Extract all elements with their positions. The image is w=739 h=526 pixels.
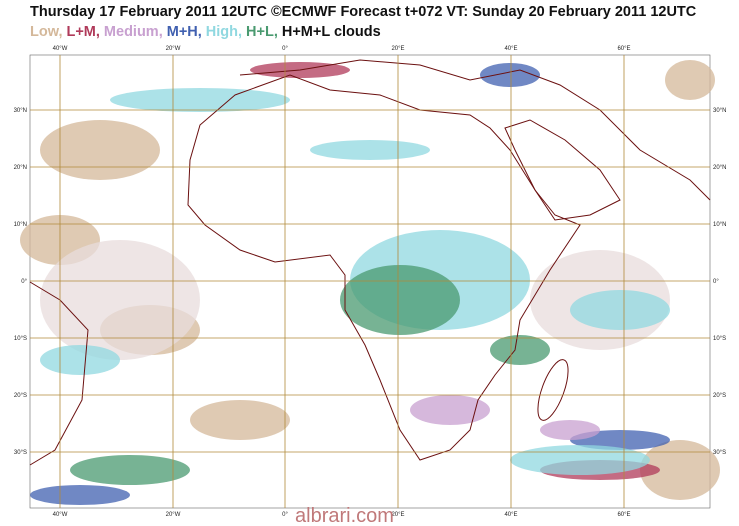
cloud xyxy=(70,455,190,485)
lon-label: 60°E xyxy=(617,46,630,52)
cloud xyxy=(480,63,540,87)
cloud xyxy=(310,140,430,160)
cloud xyxy=(510,445,650,475)
lat-label: 20°S xyxy=(713,393,726,399)
cloud xyxy=(40,120,160,180)
cloud xyxy=(30,485,130,505)
watermark: albrari.com xyxy=(295,505,394,526)
lat-label: 30°N xyxy=(713,108,726,114)
graticule: 40°W 40°W 20°W 20°W 0° 0° 20°E 20°E 40°E 40°E 60°E… xyxy=(14,46,727,518)
legend-item: H+M+L clouds xyxy=(281,24,381,40)
legend-item: H+L, xyxy=(246,24,278,40)
lon-label: 40°W xyxy=(53,512,68,518)
legend-item: Medium, xyxy=(103,24,163,40)
cloud xyxy=(640,440,720,500)
legend: Low, L+M, Medium, M+H, High, H+L, H+M+L clouds xyxy=(30,24,385,40)
cloud xyxy=(570,290,670,330)
lat-label: 30°S xyxy=(14,450,27,456)
lon-label: 40°E xyxy=(504,46,517,52)
lat-label: 20°N xyxy=(14,165,27,171)
lat-label: 20°S xyxy=(14,393,27,399)
legend-item: L+M, xyxy=(66,24,100,40)
lat-label: 0° xyxy=(713,279,719,285)
cloud xyxy=(490,335,550,365)
lat-label: 10°S xyxy=(14,336,27,342)
lon-label: 20°E xyxy=(391,512,404,518)
cloud xyxy=(190,400,290,440)
legend-item: Low, xyxy=(30,24,63,40)
lat-label: 10°N xyxy=(713,222,726,228)
cloud xyxy=(110,88,290,112)
coastlines xyxy=(29,59,711,466)
lon-label: 40°W xyxy=(53,46,68,52)
cloud xyxy=(540,420,600,440)
lon-label: 20°W xyxy=(166,512,181,518)
cloud xyxy=(40,345,120,375)
legend-item: M+H, xyxy=(166,24,202,40)
lon-label: 0° xyxy=(282,46,288,52)
lon-label: 20°E xyxy=(391,46,404,52)
lon-label: 20°W xyxy=(166,46,181,52)
lat-label: 20°N xyxy=(713,165,726,171)
cloud xyxy=(40,240,200,360)
lat-label: 10°S xyxy=(713,336,726,342)
lat-label: 30°S xyxy=(713,450,726,456)
cloud xyxy=(665,60,715,100)
legend-item: High, xyxy=(205,24,243,40)
lon-label: 0° xyxy=(282,512,288,518)
lon-label: 60°E xyxy=(617,512,630,518)
cloud xyxy=(340,265,460,335)
lat-label: 0° xyxy=(21,279,27,285)
clouds xyxy=(20,60,720,505)
lon-label: 40°E xyxy=(504,512,517,518)
lat-label: 30°N xyxy=(14,108,27,114)
cloud xyxy=(410,395,490,425)
lat-label: 10°N xyxy=(14,222,27,228)
title: Thursday 17 February 2011 12UTC ©ECMWF F… xyxy=(30,4,697,20)
